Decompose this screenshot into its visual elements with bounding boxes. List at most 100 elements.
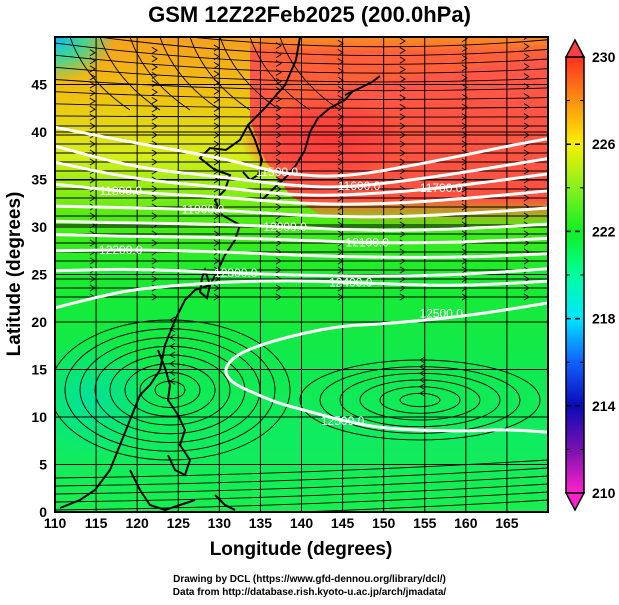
credit-data: Data from http://database.rish.kyoto-u.a… xyxy=(172,587,447,598)
streamline xyxy=(55,475,548,495)
x-tick-label: 145 xyxy=(331,515,355,531)
streamline-arrow xyxy=(399,149,406,157)
x-tick-label: 160 xyxy=(454,515,478,531)
streamline-arrow xyxy=(275,95,282,103)
streamline-arrow xyxy=(419,389,426,397)
y-axis-label: Latitude (degrees) xyxy=(4,192,25,357)
streamline-arrow xyxy=(169,369,176,376)
y-tick-label: 45 xyxy=(31,77,47,93)
height-contour xyxy=(55,182,548,206)
colorbar-ticks: 230 226 222 218 214 210 xyxy=(566,49,616,501)
streamline-arrow xyxy=(399,84,406,92)
streamline-arrow xyxy=(151,158,158,166)
streamline xyxy=(55,459,548,479)
streamline-arrow xyxy=(461,158,468,166)
contour-label: 12200.0 xyxy=(99,243,143,257)
streamline xyxy=(219,37,281,111)
streamline-arrow xyxy=(275,140,282,148)
streamline-arrow xyxy=(399,293,406,301)
y-tick-label: 10 xyxy=(31,409,47,425)
streamline-arrow xyxy=(461,45,468,52)
streamline-arrow xyxy=(275,293,282,301)
streamline-arrow xyxy=(523,103,530,111)
contour-label: 12100.0 xyxy=(346,236,390,250)
streamline-arrow xyxy=(399,257,406,265)
plot-frame xyxy=(54,36,549,513)
contour-label: 12400.0 xyxy=(329,275,373,289)
coastline-new-guinea xyxy=(214,494,236,511)
contour-label: 11800.0 xyxy=(99,184,142,198)
streamline-arrow xyxy=(89,212,96,220)
streamline-arrow xyxy=(169,325,176,333)
streamline-arrow xyxy=(151,212,158,220)
streamline-arrow xyxy=(461,185,468,193)
streamline-arrow xyxy=(523,149,530,157)
streamline-arrow xyxy=(169,360,176,368)
height-contour xyxy=(55,204,548,219)
x-tick-label: 115 xyxy=(85,515,108,531)
streamline-arrow xyxy=(523,73,530,81)
height-contour xyxy=(55,279,548,310)
y-tick-labels: 0 5 10 15 20 25 30 35 40 45 xyxy=(31,77,47,521)
colorbar-tick-label: 222 xyxy=(592,223,616,239)
coastline-asia xyxy=(59,37,301,509)
y-tick-label: 30 xyxy=(31,219,47,235)
streamline-arrow xyxy=(275,194,282,202)
streamline-arrow xyxy=(89,97,96,105)
colorbar-min-extension xyxy=(564,492,586,512)
streamline-arrow xyxy=(89,49,96,57)
x-tick-label: 150 xyxy=(372,515,396,531)
y-tick-label: 40 xyxy=(31,124,47,140)
streamline-arrow xyxy=(151,275,158,283)
streamline-arrow xyxy=(399,94,406,102)
streamline-arrow xyxy=(89,275,96,283)
height-contour xyxy=(55,219,548,232)
contour-label: 12000.0 xyxy=(263,220,307,234)
streamline-arrow xyxy=(399,47,406,55)
streamline-arrow xyxy=(275,185,282,193)
x-tick-label: 120 xyxy=(125,515,149,531)
streamline-arrow xyxy=(461,131,468,139)
streamline-arrow xyxy=(461,84,468,91)
streamline-arrow xyxy=(461,257,468,265)
height-contour xyxy=(55,144,548,189)
streamline-arrow xyxy=(275,131,282,139)
streamline-arrow xyxy=(523,113,530,121)
streamline-arrow xyxy=(523,52,530,60)
streamline-arrow xyxy=(523,284,530,292)
colorbar-tick-label: 226 xyxy=(592,136,616,152)
y-tick-label: 25 xyxy=(31,267,47,283)
streamline xyxy=(69,37,131,111)
cool-tropical-shading xyxy=(55,340,160,460)
y-tick-label: 35 xyxy=(31,172,47,188)
credit-drawing: Drawing by DCL (https://www.gfd-dennou.o… xyxy=(173,574,446,585)
streamline-arrow xyxy=(89,239,96,247)
x-tick-label: 135 xyxy=(249,515,273,531)
streamline-arrow xyxy=(275,266,282,274)
streamline xyxy=(189,37,251,111)
streamline-arrow xyxy=(151,55,158,63)
streamline xyxy=(129,37,191,111)
x-tick-label: 140 xyxy=(290,515,314,531)
height-contour xyxy=(55,267,548,278)
streamline-arrow xyxy=(89,65,96,73)
streamline-arrow xyxy=(399,284,406,292)
y-tick-label: 0 xyxy=(39,504,47,520)
contour-label: 12500.0 xyxy=(419,306,463,320)
streamline xyxy=(55,467,548,487)
streamline-arrow xyxy=(523,131,530,139)
coastline-borneo xyxy=(129,469,196,512)
streamline-arrow xyxy=(399,37,406,45)
coastline-philippines xyxy=(157,349,192,477)
streamline-arrow xyxy=(151,113,158,121)
streamline-arrow xyxy=(169,351,176,359)
streamline-arrow xyxy=(275,257,282,265)
streamline-arrow xyxy=(151,88,158,96)
x-tick-labels: 110 115 120 125 130 135 140 145 150 155 160 165 xyxy=(44,515,519,531)
streamline-arrow xyxy=(523,63,530,70)
streamline-arrow xyxy=(461,230,468,238)
contour-label: 11700.0 xyxy=(420,181,463,195)
colorbar-max-extension xyxy=(564,38,586,58)
plot-area: 11500.0 11600.0 11700.0 11800.0 11900.0 12000… xyxy=(55,37,548,512)
